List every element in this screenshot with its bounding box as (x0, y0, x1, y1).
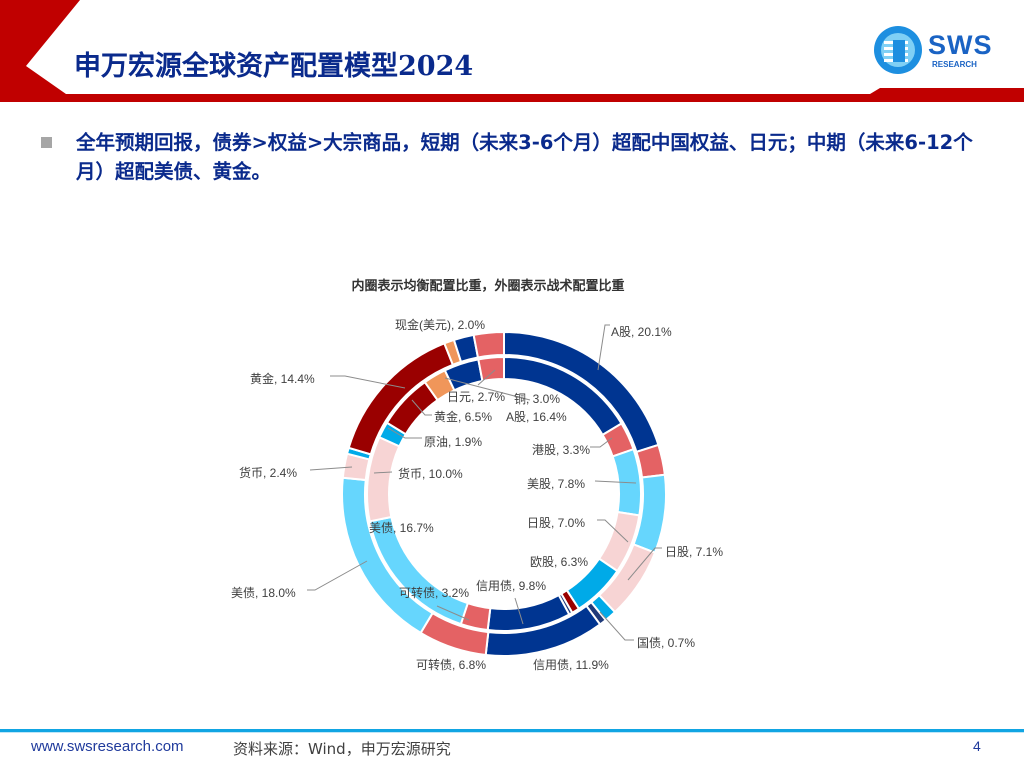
sws-logo-icon (874, 26, 922, 74)
inner-label-convertible: 可转债, 3.2% (399, 586, 470, 600)
leader-line (599, 611, 634, 641)
leader-line (597, 519, 629, 543)
header-red-frame (0, 0, 1024, 102)
inner-label-jpy: 日元, 2.7% (447, 390, 506, 404)
leader-line (373, 471, 393, 474)
leader-line (590, 437, 613, 448)
outer-ring-segment (472, 330, 505, 359)
leader-line (594, 480, 637, 484)
bullet-square-icon (41, 137, 52, 148)
inner-label-hk-shares: 港股, 3.3% (532, 443, 591, 457)
inner-label-eu-stocks: 欧股, 6.3% (530, 555, 589, 569)
logo-text: SWS (928, 30, 993, 60)
leader-line (387, 427, 422, 439)
outer-ring-segment (635, 443, 666, 479)
chart-title: 内圈表示均衡配置比重，外圈表示战术配置比重 (351, 279, 625, 294)
leader-line (477, 369, 496, 386)
leader-line (330, 375, 406, 389)
footer-divider-light (0, 732, 1024, 733)
footer-website-link[interactable]: www.swsresearch.com (31, 738, 184, 755)
logo-subtext: RESEARCH (932, 60, 977, 69)
outer-label-credit-bond: 信用债, 11.9% (533, 658, 609, 672)
footer-divider (0, 729, 1024, 732)
outer-label-convertible: 可转债, 6.8% (416, 658, 487, 672)
header-banner (0, 0, 1024, 102)
inner-label-credit-bond: 信用债, 9.8% (476, 579, 547, 593)
page-title: 申万宏源全球资产配置模型2024 (74, 51, 474, 82)
leader-line (309, 466, 353, 471)
outer-label-a-shares: A股, 20.1% (611, 325, 672, 339)
inner-label-jp-stocks: 日股, 7.0% (527, 516, 586, 530)
leader-line (436, 605, 470, 621)
leader-line (444, 377, 531, 401)
footer-source: 资料来源：Wind，申万宏源研究 (233, 740, 451, 758)
inner-label-us-treasury: 美债, 16.7% (369, 521, 434, 535)
inner-label-copper: 铜, 3.0% (514, 392, 561, 406)
leader-lines (307, 324, 662, 641)
leader-line (597, 324, 610, 371)
page-number: 4 (973, 738, 981, 754)
leader-line (411, 399, 432, 416)
outer-label-gold: 黄金, 14.4% (250, 372, 315, 386)
outer-label-cash-usd: 现金(美元), 2.0% (395, 318, 486, 332)
outer-label-jp-stocks: 日股, 7.1% (665, 545, 724, 559)
inner-ring-segment (477, 355, 505, 383)
outer-label-us-treasury: 美债, 18.0% (231, 586, 296, 600)
inner-label-gold: 黄金, 6.5% (434, 410, 493, 424)
inner-label-a-shares: A股, 16.4% (506, 410, 567, 424)
leader-line (307, 560, 368, 591)
summary-bullet: 全年预期回报，债券>权益>大宗商品，短期（未来3-6个月）超配中国权益、日元；中… (76, 131, 973, 183)
inner-label-money: 货币, 10.0% (398, 467, 463, 481)
inner-label-us-stocks: 美股, 7.8% (527, 477, 586, 491)
inner-label-crude-oil: 原油, 1.9% (424, 435, 483, 449)
outer-label-govt-bond: 国债, 0.7% (637, 636, 696, 650)
leader-line (514, 597, 524, 625)
leader-line (627, 547, 662, 581)
outer-label-money: 货币, 2.4% (239, 466, 298, 480)
